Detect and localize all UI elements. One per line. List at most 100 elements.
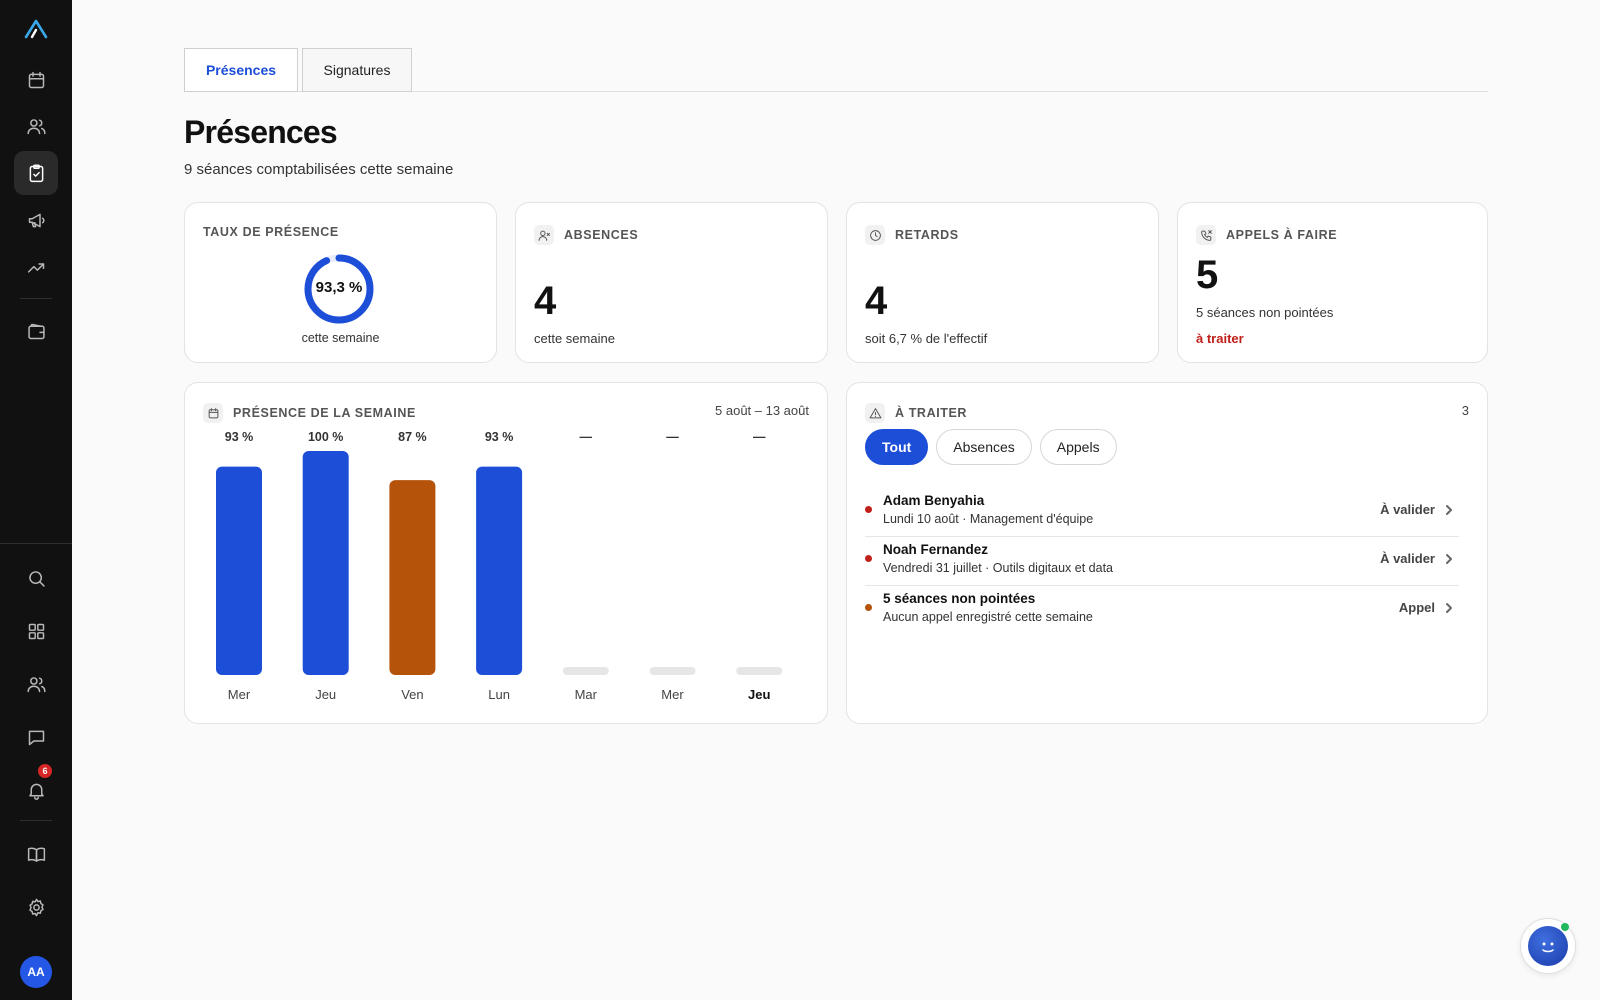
- stat-note: cette semaine: [301, 331, 380, 345]
- sidebar-item-users[interactable]: [14, 104, 58, 148]
- todo-item[interactable]: Adam Benyahia Lundi 10 août · Management…: [865, 489, 1459, 537]
- gear-icon: [28, 898, 44, 916]
- bar-value-label: 93 %: [225, 430, 254, 444]
- todo-item[interactable]: 5 séances non pointées Aucun appel enreg…: [865, 587, 1459, 635]
- sidebar-item-attendance[interactable]: [14, 151, 58, 195]
- x-tick-label: Lun: [488, 687, 510, 702]
- team-icon: [26, 676, 46, 692]
- tab-signatures[interactable]: Signatures: [302, 48, 412, 92]
- sidebar-item-docs[interactable]: [14, 832, 58, 876]
- stat-value: 4: [865, 279, 887, 323]
- stat-card-attendance-rate: TAUX DE PRÉSENCE 93,3 % cette semaine: [184, 202, 497, 363]
- stat-label: TAUX DE PRÉSENCE: [203, 225, 339, 239]
- week-attendance-card: PRÉSENCE DE LA SEMAINE 5 août – 13 août …: [184, 382, 828, 724]
- stat-label-text: ABSENCES: [564, 228, 639, 242]
- bar-value-label: —: [753, 430, 766, 444]
- attendance-rate-value: 93,3 %: [315, 279, 363, 296]
- todo-item-action[interactable]: Appel: [1398, 600, 1435, 615]
- stat-note: 5 séances non pointées: [1196, 305, 1334, 320]
- todo-item-subtitle: Vendredi 31 juillet · Outils digitaux et…: [883, 561, 1113, 575]
- stat-label: RETARDS: [865, 225, 959, 245]
- todo-item-title: Adam Benyahia: [883, 493, 985, 508]
- clipboard-check-icon: [29, 163, 43, 182]
- stat-card-delays: RETARDS 4 soit 6,7 % de l'effectif: [846, 202, 1159, 363]
- sidebar-divider: [0, 543, 72, 544]
- chevron-right-icon: [1443, 552, 1455, 564]
- x-tick-label: Mer: [661, 687, 684, 702]
- tab-presences[interactable]: Présences: [184, 48, 298, 92]
- stat-note: cette semaine: [534, 331, 615, 346]
- sidebar-item-team[interactable]: [14, 662, 58, 706]
- page-title: Présences: [184, 114, 338, 150]
- user-x-icon: [534, 225, 554, 245]
- todo-item-subtitle: Aucun appel enregistré cette semaine: [883, 610, 1093, 624]
- notification-badge: 6: [38, 764, 52, 778]
- bar-5: [649, 667, 696, 675]
- sidebar-divider: [20, 298, 52, 299]
- search-icon: [28, 570, 45, 587]
- x-tick-label: Jeu: [748, 687, 770, 702]
- sidebar-item-announcements[interactable]: [14, 198, 58, 242]
- bar-3: [476, 466, 523, 675]
- x-tick-label: Jeu: [315, 687, 336, 702]
- megaphone-icon: [28, 213, 45, 227]
- sidebar: 6 AA: [0, 0, 72, 1000]
- phone-missed-icon: [1196, 225, 1216, 245]
- tab-bar: Présences Signatures: [184, 48, 1488, 92]
- bar-1: [302, 451, 349, 675]
- users-icon: [26, 118, 46, 134]
- card-title: À TRAITER: [865, 403, 967, 423]
- attendance-donut: [304, 254, 374, 324]
- status-dot: [865, 604, 872, 611]
- sidebar-divider: [20, 820, 52, 821]
- trending-up-icon: [27, 262, 44, 273]
- calendar-icon: [28, 71, 44, 88]
- sidebar-item-settings[interactable]: [14, 885, 58, 929]
- todo-item-action[interactable]: À valider: [1380, 551, 1435, 566]
- filter-absences[interactable]: Absences: [936, 429, 1032, 465]
- page-subtitle: 9 séances comptabilisées cette semaine: [184, 161, 454, 178]
- date-range: 5 août – 13 août: [715, 403, 809, 418]
- sidebar-item-notifications[interactable]: 6: [14, 764, 58, 812]
- sidebar-item-apps[interactable]: [14, 609, 58, 653]
- todo-item[interactable]: Noah Fernandez Vendredi 31 juillet · Out…: [865, 538, 1459, 586]
- stat-value: 5: [1196, 253, 1218, 297]
- book-icon: [27, 846, 45, 862]
- sidebar-item-stats[interactable]: [14, 245, 58, 289]
- chevron-right-icon: [1443, 601, 1455, 613]
- status-dot: [865, 506, 872, 513]
- bar-value-label: 87 %: [398, 430, 427, 444]
- logo-icon[interactable]: [22, 18, 50, 40]
- sidebar-item-search[interactable]: [14, 556, 58, 600]
- sidebar-item-messages[interactable]: [14, 715, 58, 759]
- card-title: PRÉSENCE DE LA SEMAINE: [203, 403, 416, 423]
- card-title-text: PRÉSENCE DE LA SEMAINE: [233, 406, 416, 420]
- filter-all[interactable]: Tout: [865, 429, 929, 465]
- stat-label-text: APPELS À FAIRE: [1226, 228, 1338, 242]
- stat-note: soit 6,7 % de l'effectif: [865, 331, 988, 346]
- status-dot: [865, 555, 872, 562]
- bar-2: [389, 480, 436, 675]
- todo-item-action[interactable]: À valider: [1380, 502, 1435, 517]
- bar-value-label: —: [580, 430, 593, 444]
- stat-label: APPELS À FAIRE: [1196, 225, 1337, 245]
- chat-icon: [28, 730, 44, 745]
- sidebar-item-billing[interactable]: [14, 309, 58, 353]
- bar-value-label: 93 %: [485, 430, 513, 444]
- todo-filters: Tout Absences Appels: [865, 429, 1117, 465]
- clock-icon: [865, 225, 885, 245]
- todo-card: À TRAITER 3 Tout Absences Appels Adam Be…: [846, 382, 1488, 724]
- alert-triangle-icon: [865, 403, 885, 423]
- filter-calls[interactable]: Appels: [1039, 429, 1117, 465]
- stat-value: 4: [534, 279, 556, 323]
- x-tick-label: Ven: [401, 687, 423, 702]
- assistant-chat-button[interactable]: [1520, 918, 1576, 974]
- stat-alert[interactable]: à traiter: [1196, 331, 1244, 346]
- avatar[interactable]: AA: [20, 956, 52, 988]
- calendar-icon: [203, 403, 223, 423]
- online-status-dot: [1561, 923, 1569, 931]
- sidebar-item-calendar[interactable]: [14, 58, 58, 102]
- bell-icon: [28, 783, 44, 800]
- todo-item-title: 5 séances non pointées: [883, 591, 1036, 606]
- stat-card-absences: ABSENCES 4 cette semaine: [515, 202, 828, 363]
